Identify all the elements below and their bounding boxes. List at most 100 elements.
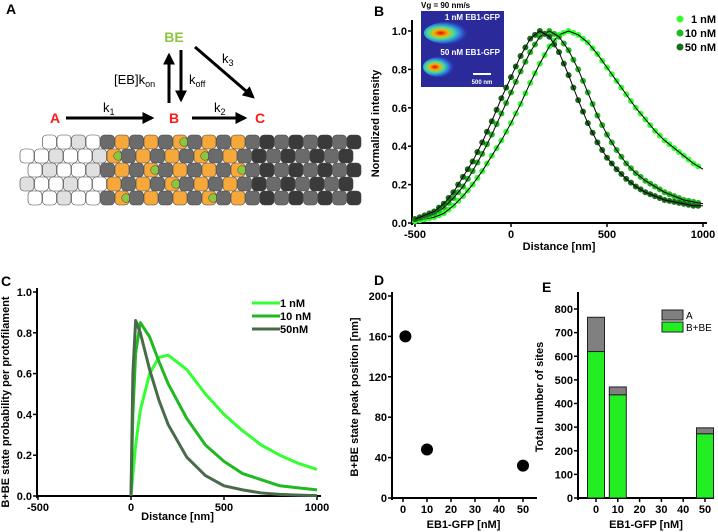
- curve-10nm: [129, 321, 318, 497]
- lattice-subunit: [135, 148, 151, 164]
- y-tick-label: 500: [555, 375, 573, 387]
- lattice-subunit: [251, 148, 267, 164]
- lattice-subunit: [216, 190, 231, 206]
- kymograph-inset: 1 nM EB1-GFP 50 nM EB1-GFP 500 nm Vg = 9…: [421, 1, 504, 87]
- y-tick-label: 0.8: [392, 64, 407, 76]
- bar-a-0: [587, 316, 605, 353]
- panel-label-d: D: [374, 272, 384, 288]
- legend-label: 50nM: [280, 324, 308, 336]
- chart-d-peak-position: 0 10 20 30 40 50 0 40 80 120 160 200 EB1-GFP [nM] B+B…: [349, 291, 537, 531]
- lattice-subunit: [216, 162, 231, 178]
- lattice-subunit: [172, 162, 188, 178]
- x-tick-label: -500: [27, 502, 49, 514]
- legend-marker: [676, 15, 684, 23]
- y-tick-label: 300: [555, 422, 573, 434]
- bar-b-be-50: [696, 433, 714, 499]
- y-tick-label: 700: [555, 328, 573, 340]
- fit-line: [414, 30, 704, 220]
- lattice-subunit: [19, 148, 35, 164]
- lattice-subunit: [56, 190, 72, 206]
- legend-label: 50 nM: [685, 42, 716, 54]
- lattice-subunit: [92, 148, 107, 164]
- state-b-label: B: [169, 110, 179, 126]
- lattice-subunit: [266, 176, 281, 192]
- lattice-subunit: [179, 148, 194, 164]
- y-tick-label: 80: [375, 412, 387, 424]
- lattice-subunit: [158, 162, 173, 178]
- x-tick-label: 40: [677, 504, 689, 516]
- inset-scale-bar: [473, 73, 491, 75]
- y-tick-label: 0.0: [392, 218, 407, 230]
- lattice-subunit: [100, 190, 115, 206]
- lattice-subunit: [208, 148, 223, 164]
- y-tick-label: 1.0: [392, 26, 407, 38]
- panel-label-a: A: [6, 1, 16, 17]
- lattice-subunit: [338, 148, 354, 164]
- lattice-subunit: [85, 162, 101, 178]
- lattice-subunit: [143, 190, 159, 206]
- y-tick-label: 0.6: [17, 369, 32, 381]
- y-tick-label: 0.8: [17, 328, 32, 340]
- state-c-label: C: [255, 110, 265, 126]
- lattice-subunit: [245, 190, 260, 206]
- bound-eb-dot: [171, 179, 181, 189]
- rate-koff: koff: [189, 72, 206, 89]
- x-tick-label: 0: [593, 504, 599, 516]
- lattice-subunit: [77, 176, 93, 192]
- lattice-subunit: [324, 148, 339, 164]
- y-axis-label: Normalized intensity: [370, 69, 382, 177]
- lattice-subunit: [164, 148, 180, 164]
- y-tick-label: 200: [555, 446, 573, 458]
- y-tick-label: 0.4: [392, 141, 408, 153]
- rate-k3: k3: [222, 51, 234, 68]
- arrow-be-to-c: [194, 45, 255, 99]
- lattice-subunit: [129, 190, 144, 206]
- y-tick-label: 200: [369, 291, 387, 303]
- lattice-subunit: [259, 190, 275, 206]
- lattice-subunit: [346, 162, 362, 178]
- x-tick-label: 0: [508, 229, 514, 241]
- lattice-subunit: [295, 176, 310, 192]
- lattice-subunit: [274, 134, 289, 150]
- x-axis-label: Distance [nm]: [141, 511, 214, 523]
- x-tick-label: 0: [128, 502, 134, 514]
- x-axis-label: Distance [nm]: [523, 241, 596, 253]
- lattice-subunit: [114, 162, 130, 178]
- x-tick-label: 0: [400, 504, 406, 516]
- y-tick-label: 0.0: [17, 491, 32, 503]
- legend-label: B+BE: [686, 323, 712, 334]
- lattice-subunit: [193, 176, 209, 192]
- bound-eb-dot: [237, 165, 247, 175]
- rate-k1: k1: [103, 100, 115, 117]
- lattice-subunit: [338, 176, 354, 192]
- legend-swatch: [661, 321, 684, 333]
- lattice-subunit: [27, 162, 43, 178]
- curve-1nm: [129, 353, 318, 497]
- legend-label: A: [686, 311, 693, 322]
- legend-label: 10 nM: [685, 28, 716, 40]
- lattice-subunit: [216, 134, 231, 150]
- microtubule-lattice: [19, 134, 362, 206]
- y-tick-label: 800: [555, 304, 573, 316]
- lattice-subunit: [274, 162, 289, 178]
- lattice-subunit: [85, 134, 101, 150]
- y-tick-label: 0.4: [17, 409, 33, 421]
- x-tick-label: 20: [633, 504, 645, 516]
- data-point: [517, 459, 529, 472]
- inset-speed-label: Vg = 90 nm/s: [421, 1, 471, 10]
- bound-eb-dot: [179, 137, 189, 147]
- lattice-subunit: [303, 134, 318, 150]
- bound-eb-dot: [150, 165, 160, 175]
- lattice-subunit: [100, 162, 115, 178]
- x-tick-label: 10: [612, 504, 624, 516]
- legend-label: 1 nM: [691, 14, 716, 26]
- lattice-subunit: [121, 176, 136, 192]
- lattice-subunit: [27, 190, 43, 206]
- lattice-subunit: [274, 190, 289, 206]
- inset-comet-1nm: [424, 22, 472, 44]
- chart-c-state-probability: -500 0 500 1000 0.0 0.2 0.4 0.6 0.8 1.0 Distance […: [0, 287, 329, 523]
- y-tick-label: 0.6: [392, 103, 407, 115]
- x-tick-label: 1000: [305, 502, 329, 514]
- rate-kon: [EB]kon: [114, 72, 155, 89]
- legend-label: 10 nM: [280, 311, 311, 323]
